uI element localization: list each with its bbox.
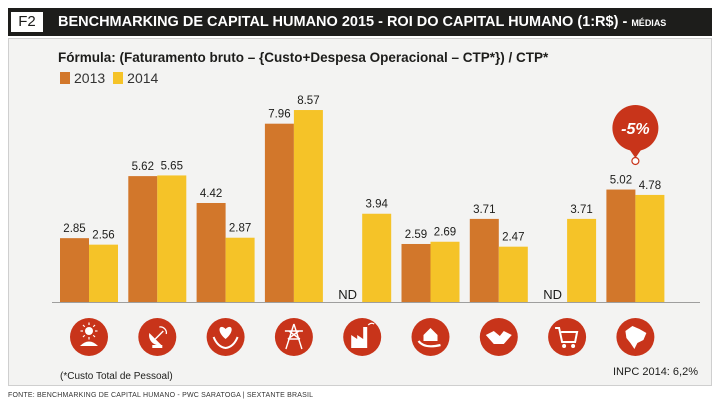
bar-2014	[225, 237, 255, 302]
data-label-2014: 8.57	[297, 95, 319, 107]
data-label-2014: 2.56	[92, 230, 114, 242]
brazil-icon	[616, 318, 655, 356]
services-icon	[479, 318, 518, 356]
bar-2013	[196, 202, 226, 302]
data-label-2013: 2.85	[63, 223, 85, 235]
data-label-2013: 5.02	[610, 175, 632, 187]
bar-2013	[469, 218, 499, 302]
figure-tag: F2	[10, 11, 44, 33]
bar-2014	[157, 175, 187, 302]
bar-2014	[498, 246, 528, 302]
data-label-2014: 3.94	[366, 199, 389, 211]
missing-value-label: ND	[543, 287, 562, 302]
legend-swatch-2013	[60, 72, 70, 84]
bar-2014	[635, 194, 665, 302]
bar-2013	[401, 243, 431, 302]
data-label-2014: 4.78	[639, 180, 661, 192]
inpc-note: INPC 2014: 6,2%	[613, 366, 698, 378]
legend-label-2014: 2014	[127, 70, 159, 86]
data-label-2013: 7.96	[268, 109, 290, 121]
agribusiness-icon	[70, 318, 108, 356]
chart-legend: 2013 2014	[60, 70, 158, 86]
title-suffix: MÉDIAS	[631, 18, 667, 28]
bar-2014	[567, 218, 597, 302]
source-note: FONTE: BENCHMARKING DE CAPITAL HUMANO - …	[8, 392, 314, 399]
legend-swatch-2014	[113, 72, 124, 84]
data-label-2013: 3.71	[473, 204, 495, 216]
bar-2014	[362, 213, 392, 302]
title-text: BENCHMARKING DE CAPITAL HUMANO 2015 - RO…	[58, 14, 632, 30]
badge-circle	[612, 105, 659, 151]
data-label-2013: 5.62	[132, 161, 154, 173]
footnote: (*Custo Total de Pessoal)	[60, 371, 173, 382]
bar-2014	[430, 241, 460, 302]
financial-services-icon	[411, 318, 450, 356]
bar-2014	[293, 110, 323, 302]
energy-icon	[274, 318, 313, 356]
page-title: BENCHMARKING DE CAPITAL HUMANO 2015 - RO…	[58, 8, 666, 36]
industry-icon	[343, 318, 382, 356]
legend-label-2013: 2013	[74, 70, 106, 86]
legend-item-2013: 2013	[60, 70, 105, 86]
bar-2013	[60, 238, 89, 302]
missing-value-label: ND	[338, 287, 357, 302]
bar-2013	[606, 189, 636, 302]
data-label-2014: 2.87	[229, 223, 251, 235]
data-label-2014: 3.71	[570, 204, 592, 216]
retail-icon	[548, 318, 587, 356]
formula-text: Fórmula: (Faturamento bruto – {Custo+Des…	[58, 50, 549, 65]
health-icon	[206, 318, 245, 356]
bar-2014	[89, 244, 118, 302]
badge-text: -5%	[621, 121, 649, 138]
bar-2013	[128, 176, 158, 302]
bar-2013	[264, 123, 294, 302]
change-badge: -5%	[612, 105, 659, 166]
telecom-icon	[138, 318, 177, 356]
data-label-2013: 4.42	[200, 188, 222, 200]
legend-item-2014: 2014	[113, 70, 158, 86]
data-label-2014: 5.65	[161, 160, 183, 172]
data-label-2014: 2.47	[502, 232, 524, 244]
badge-dot	[631, 156, 640, 166]
data-label-2013: 2.59	[405, 229, 427, 241]
header-bar: F2 BENCHMARKING DE CAPITAL HUMANO 2015 -…	[8, 8, 712, 36]
data-label-2014: 2.69	[434, 227, 456, 239]
